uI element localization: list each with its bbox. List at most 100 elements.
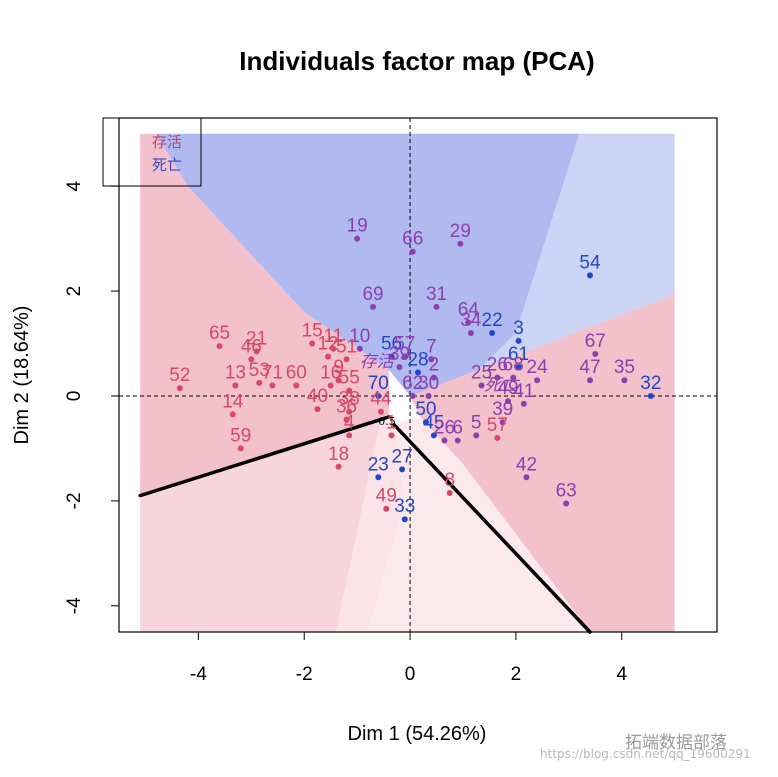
point-label: 46 <box>241 336 262 357</box>
point-label: 39 <box>492 399 513 420</box>
point-marker <box>377 408 384 415</box>
chart-title: Individuals factor map (PCA) <box>239 46 594 76</box>
point-57: 6 <box>452 418 463 444</box>
point-31: 52 <box>169 365 190 392</box>
point-20: 57 <box>394 334 415 360</box>
point-7: 34 <box>460 310 482 337</box>
point-marker <box>256 379 263 386</box>
point-43: 49 <box>497 378 519 405</box>
point-label: 31 <box>426 284 447 305</box>
point-label: 49 <box>497 378 518 399</box>
point-28: 47 <box>579 357 601 384</box>
point-32: 13 <box>225 362 246 389</box>
point-36: 16 <box>320 362 341 389</box>
point-marker <box>520 400 527 407</box>
point-label: 51 <box>336 336 357 357</box>
point-label: 56 <box>381 334 402 355</box>
point-63: 42 <box>516 454 537 481</box>
point-2: 29 <box>450 221 471 247</box>
point-marker <box>232 382 239 389</box>
point-label: 3 <box>513 318 524 339</box>
point-48: 44 <box>370 389 392 415</box>
point-marker <box>216 343 223 350</box>
point-label: 70 <box>368 373 389 394</box>
point-15: 11 <box>323 326 343 352</box>
point-62: 27 <box>392 446 413 473</box>
point-marker <box>515 337 522 344</box>
point-marker <box>465 319 472 326</box>
point-12: 21 <box>246 328 267 355</box>
annotation-0: 0.5 <box>378 415 396 428</box>
point-marker <box>647 392 654 399</box>
point-6: 64 <box>458 300 479 326</box>
point-marker <box>499 419 506 426</box>
point-18: 51 <box>336 336 357 363</box>
y-tick-label: 2 <box>64 286 85 297</box>
point-marker <box>253 348 260 355</box>
point-marker <box>473 432 480 439</box>
point-label: 6 <box>452 418 463 439</box>
point-marker <box>592 351 599 358</box>
point-40: 62 <box>402 373 423 399</box>
point-marker <box>510 374 517 381</box>
point-marker <box>343 356 350 363</box>
point-label: 26 <box>487 355 508 376</box>
point-label: 54 <box>579 252 601 273</box>
point-marker <box>375 392 382 399</box>
point-label: 66 <box>402 229 423 250</box>
point-marker <box>430 374 437 381</box>
point-label: 71 <box>262 362 283 383</box>
legend: 存活 死亡 <box>102 117 202 187</box>
point-label: 62 <box>402 373 423 394</box>
point-47: 38 <box>339 389 360 415</box>
point-marker <box>586 272 593 279</box>
point-label: 45 <box>423 412 444 433</box>
point-marker <box>388 353 395 360</box>
point-marker <box>248 356 255 363</box>
point-label: 41 <box>513 381 534 402</box>
point-38: 55 <box>339 368 360 394</box>
point-13: 46 <box>241 336 262 363</box>
point-35: 60 <box>286 362 307 389</box>
point-label: 65 <box>209 323 230 344</box>
point-marker <box>293 382 300 389</box>
point-label: 57 <box>487 415 508 436</box>
point-46: 40 <box>307 386 328 413</box>
point-3: 54 <box>579 252 601 279</box>
decision-boundary <box>138 415 592 634</box>
point-17: 12 <box>317 334 339 360</box>
point-marker <box>409 392 416 399</box>
x-tick-label: 2 <box>511 664 522 685</box>
point-marker <box>335 463 342 470</box>
point-marker <box>478 382 485 389</box>
point-marker <box>346 387 353 394</box>
point-label: 28 <box>407 349 428 370</box>
point-61: 23 <box>368 454 389 481</box>
annotation-2: 死亡 <box>484 376 520 396</box>
point-marker <box>467 330 474 337</box>
point-marker <box>370 303 377 310</box>
y-axis: -4 -2 0 2 4 <box>64 180 120 614</box>
point-37: 9 <box>333 357 344 384</box>
point-marker <box>515 364 522 371</box>
point-marker <box>534 377 541 384</box>
point-marker <box>504 398 511 405</box>
x-tick-label: -2 <box>296 664 313 685</box>
point-marker <box>415 369 421 376</box>
point-marker <box>356 345 363 352</box>
point-marker <box>388 432 395 439</box>
point-marker <box>523 474 530 481</box>
point-label: 61 <box>508 344 529 365</box>
region-0 <box>140 133 389 496</box>
point-label: 69 <box>362 284 383 305</box>
point-label: 27 <box>392 446 413 467</box>
point-label: 60 <box>286 362 307 383</box>
point-50: 50 <box>415 399 437 426</box>
point-11: 65 <box>209 323 230 350</box>
point-label: 49 <box>376 486 397 507</box>
point-marker <box>489 330 496 337</box>
point-label: 67 <box>585 331 606 352</box>
point-label: 29 <box>450 221 471 242</box>
boundary-segment-1 <box>392 423 592 634</box>
